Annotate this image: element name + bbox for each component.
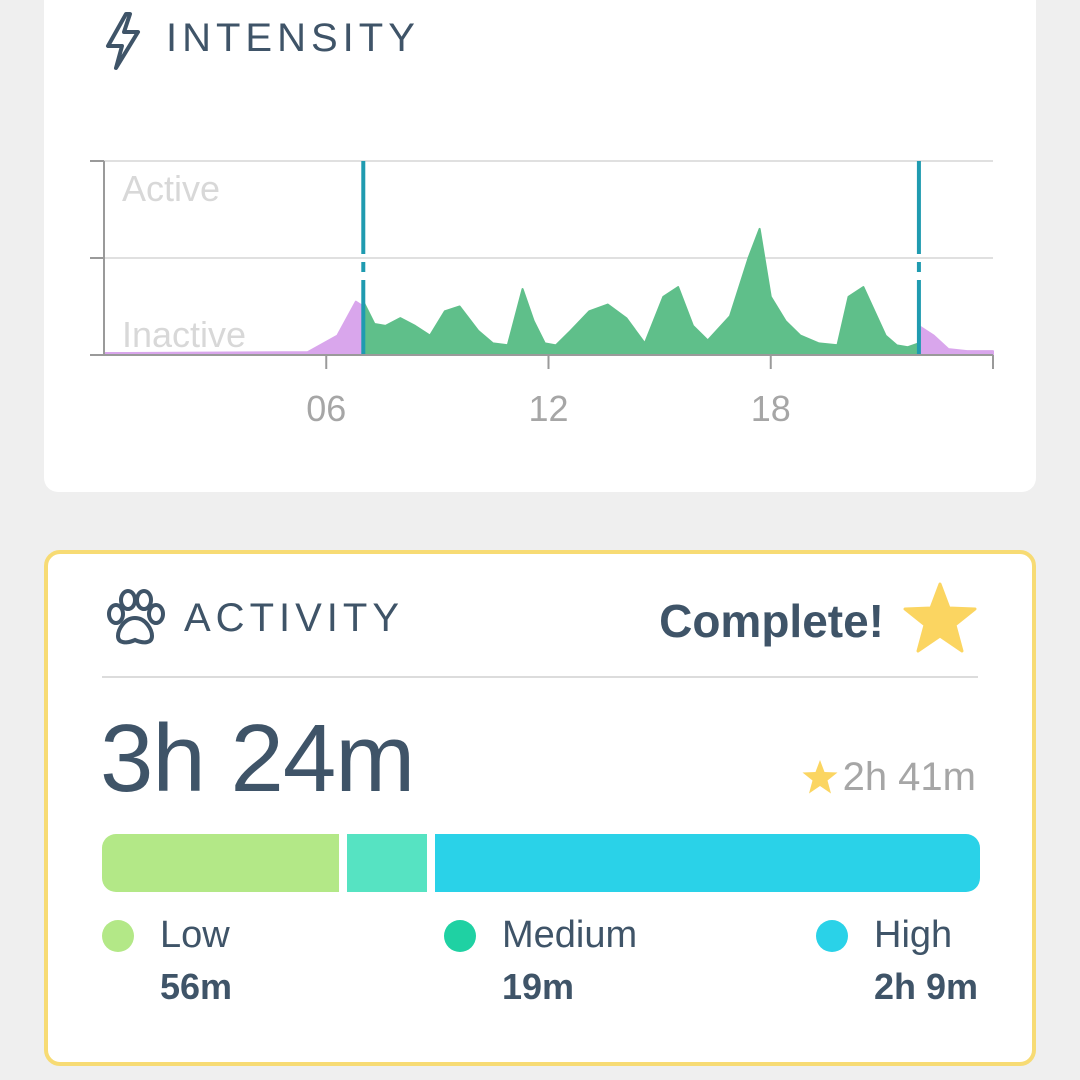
legend-label-medium: Medium [502,914,638,956]
medium-dot-icon [444,920,476,952]
intensity-title: INTENSITY [166,16,420,60]
goal: 2h 41m [801,754,976,800]
star-icon [903,582,977,653]
complete-status: Complete! [659,595,884,647]
high-dot-icon [816,920,848,952]
goal-star-icon [802,760,838,794]
y-label-inactive: Inactive [122,314,246,355]
goal-time: 2h 41m [842,754,976,799]
x-tick-label-2: 18 [751,388,791,429]
x-tick-label-1: 12 [528,388,568,429]
total-activity-time: 3h 24m [100,705,415,812]
intensity-card: INTENSITY Active Inactive 06 12 18 [44,0,1036,492]
paw-icon [107,589,165,645]
x-tick-label-0: 06 [306,388,346,429]
legend-value-low: 56m [160,966,233,1007]
lightning-bolt-icon [106,12,140,70]
low-dot-icon [102,920,134,952]
legend-label-low: Low [160,914,230,956]
intensity-area-1 [362,227,920,356]
bar-segment-medium [346,834,427,892]
legend-value-high: 2h 9m [874,966,979,1007]
divider [102,676,978,678]
bar-segment-high [434,834,980,892]
activity-card[interactable]: ACTIVITY Complete! 3h 24m 2h 41m Low 56m… [44,550,1036,1066]
intensity-area-2 [917,324,994,356]
activity-title: ACTIVITY [184,596,405,640]
y-label-active: Active [122,168,220,209]
legend-label-high: High [874,914,953,956]
bar-segment-low [102,834,339,892]
legend-value-medium: 19m [502,966,575,1007]
intensity-chart: Active Inactive 06 12 18 [90,160,994,429]
activity-breakdown-bar [102,834,980,892]
